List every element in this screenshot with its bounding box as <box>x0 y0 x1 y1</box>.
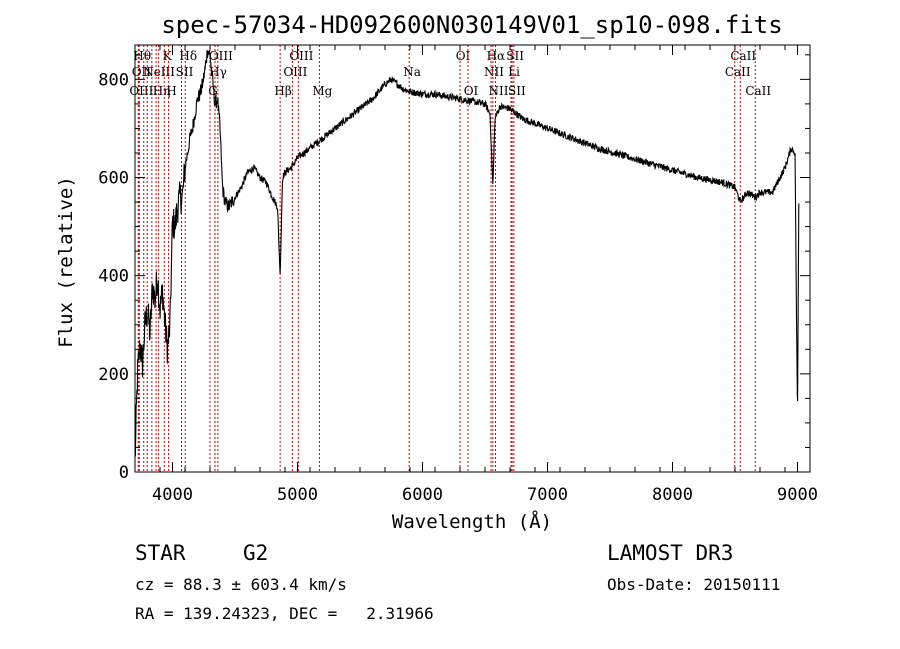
obs-date: Obs-Date: 20150111 <box>607 575 781 594</box>
line-marker-label: OIII <box>283 65 307 79</box>
line-marker-label: OIII <box>209 49 233 63</box>
object-class: STAR <box>135 541 186 565</box>
y-axis-label: Flux (relative) <box>55 176 77 348</box>
axis-ticks: 4000 5000 6000 7000 8000 9000 0 200 400 600 800 <box>98 45 818 505</box>
spectrum-line <box>134 49 800 458</box>
line-marker-label: CaII <box>725 65 751 79</box>
line-marker-label: Hθ <box>133 49 151 63</box>
redshift-cz: cz = 88.3 ± 603.4 km/s <box>135 575 347 594</box>
line-marker-label: SII <box>508 84 526 98</box>
x-tick-label: 7000 <box>527 485 568 505</box>
line-marker-label: NII <box>484 65 504 79</box>
x-tick-label: 8000 <box>652 485 693 505</box>
y-tick-label: 200 <box>98 365 129 385</box>
line-marker-label: Li <box>508 65 520 79</box>
line-marker-label: SII <box>506 49 524 63</box>
line-marker-label: SII <box>176 65 194 79</box>
x-tick-label: 4000 <box>152 485 193 505</box>
line-marker-label: OI <box>464 84 479 98</box>
y-tick-label: 800 <box>98 70 129 90</box>
line-marker-label: Hδ <box>179 49 197 63</box>
line-marker-label: H <box>166 84 176 98</box>
x-tick-label: 9000 <box>777 485 818 505</box>
line-marker-label: OIII <box>289 49 313 63</box>
y-tick-label: 0 <box>119 463 129 483</box>
chart-title: spec-57034-HD092600N030149V01_sp10-098.f… <box>161 11 782 39</box>
line-marker-label: CaII <box>745 84 771 98</box>
line-marker-label: NeIII <box>143 65 175 79</box>
y-tick-label: 400 <box>98 267 129 287</box>
x-tick-label: 6000 <box>402 485 443 505</box>
x-axis-label: Wavelength (Å) <box>392 510 552 533</box>
object-subclass: G2 <box>243 541 269 565</box>
line-marker-label: G <box>208 84 218 98</box>
line-marker-label: Hα <box>487 49 506 63</box>
line-marker-label: Hη <box>153 84 171 98</box>
line-marker-label: CaII <box>730 49 756 63</box>
y-tick-label: 600 <box>98 169 129 189</box>
coordinates: RA = 139.24323, DEC = 2.31966 <box>135 604 434 623</box>
line-marker-label: Hγ <box>209 65 227 79</box>
line-marker-label: Hβ <box>274 84 291 98</box>
line-marker-label: NII <box>489 84 509 98</box>
line-marker-label: OI <box>456 49 471 63</box>
plot-frame <box>134 44 811 473</box>
line-marker-label: OII <box>132 65 152 79</box>
line-marker-label: Na <box>403 65 421 79</box>
spectral-line-markers: HθOIIOIIINeIIIHηKHSIIHδGHγOIIIHβOIIIOIII… <box>129 45 771 472</box>
x-tick-label: 5000 <box>277 485 318 505</box>
line-marker-label: OIII <box>129 84 153 98</box>
line-marker-label: Mg <box>312 84 332 98</box>
survey-name: LAMOST DR3 <box>607 541 734 565</box>
line-marker-label: K <box>163 49 173 63</box>
